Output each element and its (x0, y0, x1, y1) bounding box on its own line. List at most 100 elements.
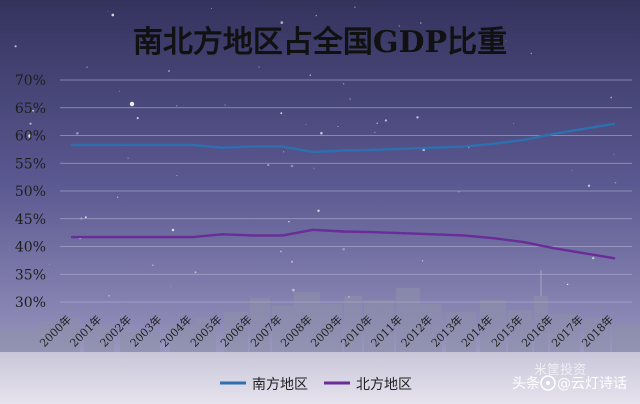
y-tick-label: 60% (15, 129, 46, 145)
skyline-building (534, 296, 548, 352)
y-tick-label: 35% (15, 267, 46, 283)
star (374, 131, 376, 133)
data-point (522, 138, 525, 142)
legend-label-south: 南方地区 (252, 377, 308, 393)
watermark-faint: 米筐投资 (534, 362, 586, 378)
skyline-building (612, 326, 640, 352)
star (290, 164, 294, 168)
star (429, 46, 432, 49)
star (28, 134, 32, 138)
star (337, 125, 339, 128)
data-point (462, 234, 465, 237)
star (86, 66, 88, 69)
data-point (281, 234, 284, 237)
star (283, 151, 285, 153)
star (170, 286, 172, 288)
star (305, 123, 307, 125)
data-point (281, 145, 284, 148)
star (349, 98, 351, 100)
star (194, 271, 197, 274)
star (211, 7, 213, 9)
skyline-building (508, 310, 532, 352)
skyline-building (446, 312, 476, 352)
star (513, 123, 515, 125)
data-point (70, 143, 74, 147)
data-point (221, 146, 224, 149)
skyline-building (170, 324, 196, 352)
y-tick-label: 50% (15, 184, 46, 200)
star (288, 220, 290, 223)
data-point (552, 132, 555, 135)
star (354, 6, 356, 8)
toutiao-logo-icon (540, 375, 556, 391)
star (292, 288, 295, 292)
skyline-building (320, 304, 342, 352)
star (258, 66, 260, 68)
y-tick-label: 45% (15, 212, 46, 228)
star (107, 10, 109, 12)
star (566, 283, 569, 286)
skyline-building (250, 298, 270, 352)
star (280, 112, 283, 115)
data-point (341, 149, 345, 152)
data-point (221, 233, 224, 236)
star (571, 170, 573, 171)
city-skyline (0, 270, 640, 352)
star (592, 256, 595, 260)
data-point (462, 145, 465, 148)
star (176, 175, 178, 177)
star (32, 109, 34, 112)
star (342, 82, 345, 85)
legend: 南方地区 北方地区 (220, 377, 412, 393)
data-point (492, 142, 495, 145)
data-point (402, 232, 405, 235)
star (280, 21, 284, 24)
star (127, 157, 129, 160)
star (111, 13, 115, 17)
star (421, 260, 424, 262)
star (75, 131, 79, 135)
skyline-building (196, 318, 216, 352)
y-tick-label: 40% (15, 240, 46, 256)
watermark-account: @云灯诗话 (557, 376, 627, 392)
data-point (432, 146, 435, 149)
star (416, 116, 419, 119)
data-point (191, 143, 194, 147)
skyline-building (40, 322, 62, 352)
data-point (582, 252, 586, 255)
star (309, 74, 312, 76)
watermark-toutiao: 头条 (512, 375, 540, 392)
star (129, 101, 135, 107)
star (384, 119, 388, 122)
skyline-building (84, 326, 114, 352)
star (587, 184, 591, 187)
star (614, 182, 617, 184)
star (376, 122, 378, 124)
star (320, 131, 323, 135)
y-tick-label: 70% (15, 73, 46, 89)
data-point (191, 235, 194, 239)
star (175, 105, 178, 107)
data-point (582, 127, 586, 130)
data-point (251, 145, 254, 148)
star (613, 153, 615, 155)
star (291, 260, 293, 263)
star (48, 263, 50, 265)
y-tick-label: 30% (15, 295, 46, 311)
water-band (0, 352, 640, 404)
data-point (161, 235, 164, 239)
skyline-building (344, 296, 362, 352)
data-point (492, 237, 495, 240)
star (342, 247, 345, 251)
data-point (371, 148, 375, 152)
skyline-building (584, 318, 610, 352)
star (458, 191, 460, 193)
star (313, 167, 315, 169)
star (317, 209, 320, 212)
star (151, 264, 154, 267)
y-tick-label: 65% (15, 101, 46, 117)
y-tick-label: 55% (15, 156, 46, 172)
star (505, 40, 507, 42)
skyline-building (120, 332, 160, 352)
